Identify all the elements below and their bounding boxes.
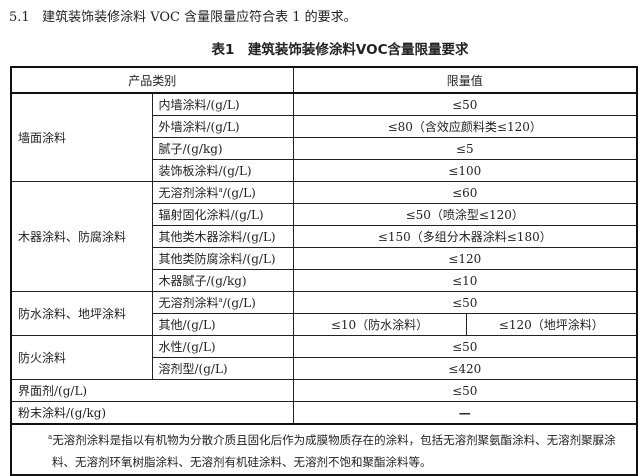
table-header-row: 产品类别 限量值 [10, 66, 638, 94]
header-category: 产品类别 [10, 66, 294, 94]
limit-cell: ≤50 [292, 291, 638, 314]
table-row: 粉末涂料/(g/kg) — [10, 401, 638, 425]
limit-cell: ≤50（喷涂型≤120） [292, 203, 638, 226]
limit-cell: — [292, 401, 638, 425]
item-cell: 辐射固化涂料/(g/L) [151, 203, 294, 226]
limit-cell: ≤120 [292, 247, 638, 270]
item-cell: 无溶剂涂料a/(g/L) [151, 181, 294, 204]
item-cell: 其他类防腐涂料/(g/L) [151, 247, 294, 270]
table-row: 装饰板涂料/(g/L) ≤100 [11, 159, 638, 182]
limit-cell: ≤50 [292, 335, 638, 358]
item-cell: 粉末涂料/(g/kg) [10, 401, 294, 425]
intro-text: 建筑装饰装修涂料 VOC 含量限量应符合表 1 的要求。 [42, 10, 357, 25]
item-cell: 木器腻子/(g/kg) [151, 269, 294, 292]
voc-limit-table: 产品类别 限量值 墙面涂料 内墙涂料/(g/L) ≤50 外墙涂料/(g/L) … [10, 66, 638, 476]
item-cell: 内墙涂料/(g/L) [151, 92, 294, 116]
footnote: a无溶剂涂料是指以有机物为分散介质且固化后作为成膜物质存在的涂料，包括无溶剂聚氨… [10, 423, 638, 476]
limit-cell: ≤420 [292, 357, 638, 380]
limit-cell: ≤50 [292, 92, 638, 116]
item-cell: 外墙涂料/(g/L) [151, 115, 294, 138]
footnote-row: a无溶剂涂料是指以有机物为分散介质且固化后作为成膜物质存在的涂料，包括无溶剂聚氨… [10, 423, 638, 476]
table-row: 木器涂料、防腐涂料 无溶剂涂料a/(g/L) ≤60 [10, 181, 638, 292]
table-row: 木器腻子/(g/kg) ≤10 [11, 269, 638, 292]
item-cell: 溶剂型/(g/L) [151, 357, 294, 380]
item-cell: 其他/(g/L) [151, 313, 294, 336]
limit-cell: ≤80（含效应颜料类≤120） [292, 115, 638, 138]
table-row: 防火涂料 水性/(g/L) ≤50 [10, 335, 638, 380]
item-cell: 其他类木器涂料/(g/L) [151, 225, 294, 248]
table-title: 表1 建筑装饰装修涂料VOC含量限量要求 [211, 42, 469, 58]
table-row: 溶剂型/(g/L) ≤420 [11, 357, 638, 380]
group-label: 防水涂料、地坪涂料 [10, 291, 153, 336]
limit-cell: ≤10 [292, 269, 638, 292]
limit-cell: ≤100 [292, 159, 638, 182]
intro-paragraph: 5.1 建筑装饰装修涂料 VOC 含量限量应符合表 1 的要求。 [9, 6, 357, 25]
group-label: 木器涂料、防腐涂料 [10, 181, 153, 292]
limit-cell: ≤50 [292, 379, 638, 402]
section-number: 5.1 [9, 10, 30, 25]
limit-cell: ≤150（多组分木器涂料≤180） [292, 225, 638, 248]
item-cell: 腻子/(g/kg) [151, 137, 294, 160]
limit-cell-waterproof: ≤10（防水涂料） [292, 313, 467, 336]
table-row: 其他类木器涂料/(g/L) ≤150（多组分木器涂料≤180） [11, 225, 638, 248]
item-cell: 无溶剂涂料a/(g/L) [151, 291, 294, 314]
limit-cell: ≤5 [292, 137, 638, 160]
table-row: 墙面涂料 内墙涂料/(g/L) ≤50 [10, 92, 638, 182]
table-row: 防水涂料、地坪涂料 无溶剂涂料a/(g/L) ≤50 [10, 291, 638, 336]
header-limit: 限量值 [292, 66, 638, 94]
limit-cell-floor: ≤120（地坪涂料） [465, 313, 638, 336]
item-cell: 装饰板涂料/(g/L) [151, 159, 294, 182]
table-row: 其他/(g/L) ≤10（防水涂料） ≤120（地坪涂料） [11, 313, 638, 336]
item-cell: 水性/(g/L) [151, 335, 294, 358]
item-cell: 界面剂/(g/L) [10, 379, 294, 402]
table-row: 界面剂/(g/L) ≤50 [10, 379, 638, 402]
limit-cell: ≤60 [292, 181, 638, 204]
group-label: 防火涂料 [10, 335, 153, 380]
group-label: 墙面涂料 [10, 92, 153, 182]
